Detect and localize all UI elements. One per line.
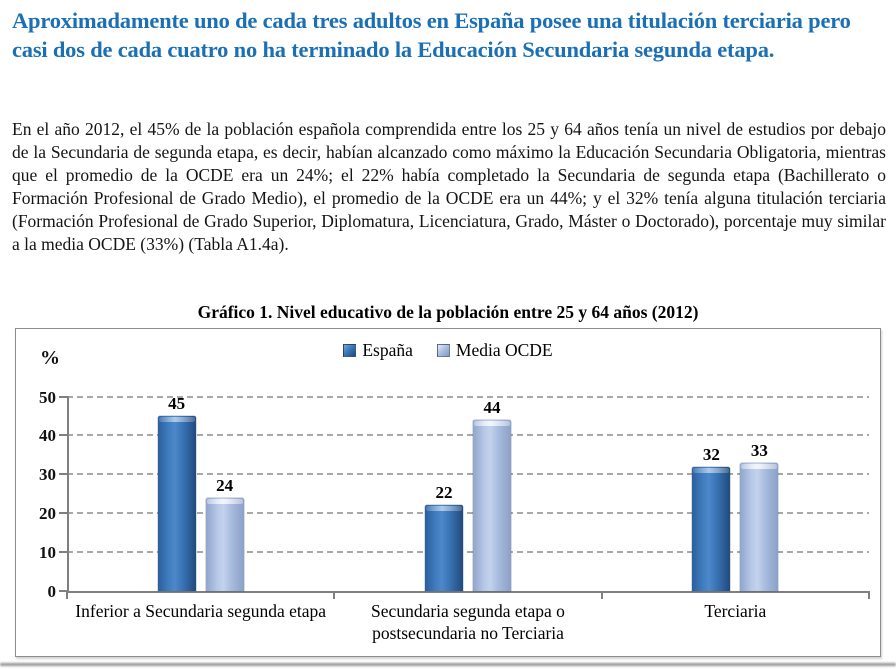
y-tick-mark-0 (59, 590, 67, 592)
legend-label: España (362, 340, 413, 360)
x-axis-boundary-tick-0 (66, 591, 68, 599)
bar-españa-cat3 (692, 466, 731, 591)
page-title: Aproximadamente uno de cada tres adultos… (12, 8, 851, 62)
plot-area: 0 10 20 30 40 50 45 24 Inferior a Secundaria seg… (16, 329, 880, 656)
y-tick-label-40: 40 (39, 426, 56, 446)
y-tick-mark-30 (59, 473, 67, 476)
chart: España Media OCDE % 0 10 20 30 40 50 45 24 Inferi… (15, 328, 881, 657)
bar-value-media-ocde-cat1: 24 (216, 475, 234, 495)
gridline-50 (67, 395, 869, 398)
y-tick-label-20: 20 (39, 504, 56, 524)
bar-value-españa-cat3: 32 (702, 444, 720, 464)
bar-media-ocde-cat3 (740, 462, 779, 591)
legend-item-españa: España (343, 340, 413, 361)
chart-title: Gráfico 1. Nivel educativo de la poblaci… (197, 302, 699, 322)
legend-swatch-icon (436, 344, 450, 357)
bar-media-ocde-cat2 (473, 419, 511, 591)
y-axis-unit-label: % (40, 347, 60, 369)
x-axis-line (67, 591, 869, 593)
x-axis-boundary-tick-1 (333, 591, 336, 599)
y-tick-mark-20 (59, 512, 67, 515)
legend-swatch-icon (343, 344, 357, 357)
bar-media-ocde-cat1 (205, 497, 244, 591)
page-bottom-rule (0, 663, 896, 666)
bar-value-españa-cat2: 22 (435, 483, 453, 503)
bar-value-media-ocde-cat3: 33 (750, 440, 768, 460)
x-axis-boundary-tick-3 (868, 591, 870, 599)
bar-españa-cat2 (425, 505, 463, 591)
category-label-3: Terciaria (704, 601, 767, 621)
y-tick-label-50: 50 (39, 387, 56, 407)
legend-label: Media OCDE (455, 340, 553, 360)
category-label-1: Inferior a Secundaria segunda etapa (75, 601, 327, 621)
category-label-2: Secundaria segunda etapa o postsecundari… (371, 601, 565, 643)
gridline-20 (67, 512, 869, 515)
y-tick-mark-50 (59, 395, 67, 398)
x-axis-boundary-tick-2 (600, 591, 603, 599)
gridline-30 (67, 473, 869, 476)
bar-value-media-ocde-cat2: 44 (483, 397, 501, 417)
y-tick-label-10: 10 (39, 543, 56, 563)
y-tick-label-30: 30 (39, 465, 56, 485)
bar-value-españa-cat1: 45 (168, 393, 186, 413)
y-tick-mark-40 (59, 434, 67, 437)
intro-paragraph: En el año 2012, el 45% de la población e… (12, 119, 886, 254)
gridline-40 (67, 434, 869, 437)
y-axis-line (67, 395, 69, 593)
gridline-10 (67, 551, 869, 554)
legend-item-media-ocde: Media OCDE (436, 340, 553, 361)
y-tick-label-0: 0 (47, 582, 57, 601)
bar-españa-cat1 (157, 415, 196, 591)
chart-legend: España Media OCDE (16, 340, 880, 361)
y-tick-mark-10 (59, 551, 67, 554)
